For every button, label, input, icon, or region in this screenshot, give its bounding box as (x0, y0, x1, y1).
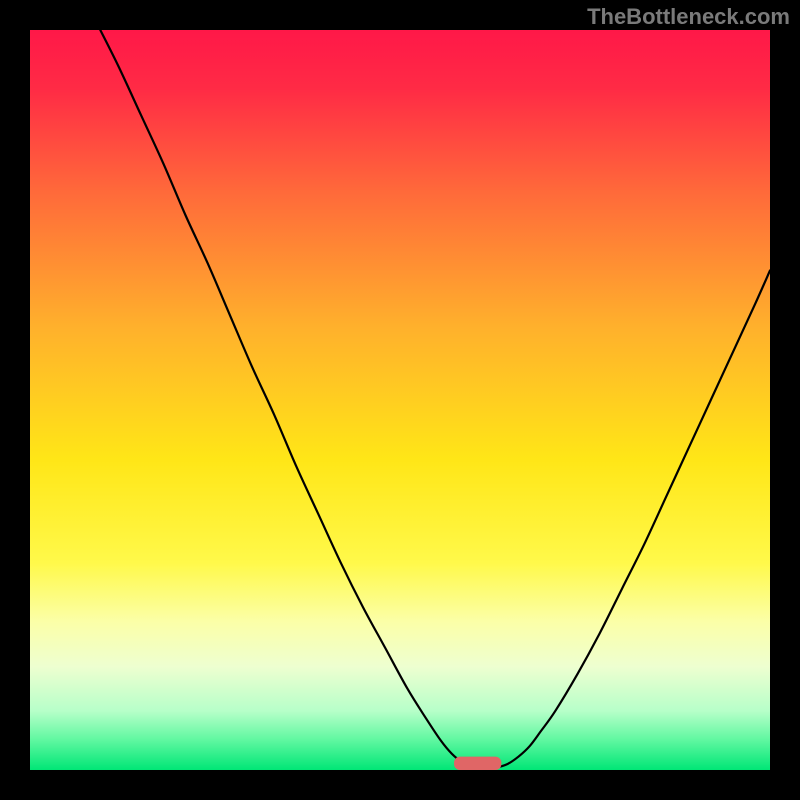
bottleneck-chart: TheBottleneck.com (0, 0, 800, 800)
watermark-text: TheBottleneck.com (587, 4, 790, 30)
bottleneck-marker (454, 757, 501, 770)
chart-svg (30, 30, 770, 770)
plot-area (30, 30, 770, 770)
bottleneck-curve (100, 30, 770, 768)
